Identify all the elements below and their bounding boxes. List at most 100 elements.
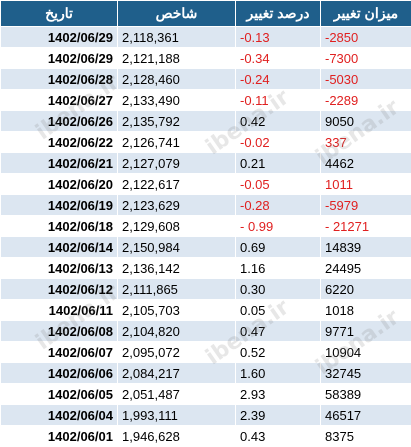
percent-change-cell: -0.02 bbox=[236, 132, 321, 153]
header-row: تاریخ شاخص درصد تغییر میزان تغییر bbox=[1, 1, 411, 27]
date-cell: 1402/06/08 bbox=[1, 321, 118, 342]
percent-change-cell: 0.30 bbox=[236, 279, 321, 300]
date-cell: 1402/06/19 bbox=[1, 195, 118, 216]
change-amount-cell: 6220 bbox=[321, 279, 411, 300]
date-cell: 1402/06/04 bbox=[1, 405, 118, 426]
index-cell: 2,133,490 bbox=[118, 90, 236, 111]
date-cell: 1402/06/26 bbox=[1, 111, 118, 132]
date-cell: 1402/06/06 bbox=[1, 363, 118, 384]
index-cell: 2,135,792 bbox=[118, 111, 236, 132]
index-cell: 2,111,865 bbox=[118, 279, 236, 300]
change-amount-cell: 1011 bbox=[321, 174, 411, 195]
date-cell: 1402/06/22 bbox=[1, 132, 118, 153]
percent-change-cell: 0.47 bbox=[236, 321, 321, 342]
percent-change-cell: 0.43 bbox=[236, 426, 321, 447]
header-change-amount: میزان تغییر bbox=[321, 1, 411, 27]
change-amount-cell: -5030 bbox=[321, 69, 411, 90]
index-cell: 2,150,984 bbox=[118, 237, 236, 258]
index-cell: 2,051,487 bbox=[118, 384, 236, 405]
date-cell: 1402/06/29 bbox=[1, 27, 118, 48]
index-cell: 2,118,361 bbox=[118, 27, 236, 48]
percent-change-cell: -0.28 bbox=[236, 195, 321, 216]
date-cell: 1402/06/20 bbox=[1, 174, 118, 195]
change-amount-cell: 10904 bbox=[321, 342, 411, 363]
percent-change-cell: - 0.99 bbox=[236, 216, 321, 237]
percent-change-cell: 0.21 bbox=[236, 153, 321, 174]
date-cell: 1402/06/01 bbox=[1, 426, 118, 447]
index-cell: 2,122,617 bbox=[118, 174, 236, 195]
index-cell: 2,136,142 bbox=[118, 258, 236, 279]
change-amount-cell: 58389 bbox=[321, 384, 411, 405]
index-cell: 1,993,111 bbox=[118, 405, 236, 426]
percent-change-cell: -0.13 bbox=[236, 27, 321, 48]
percent-change-cell: 2.93 bbox=[236, 384, 321, 405]
change-amount-cell: 9050 bbox=[321, 111, 411, 132]
date-cell: 1402/06/21 bbox=[1, 153, 118, 174]
date-cell: 1402/06/29 bbox=[1, 48, 118, 69]
header-percent-change: درصد تغییر bbox=[236, 1, 321, 27]
change-amount-cell: 337 bbox=[321, 132, 411, 153]
change-amount-cell: 32745 bbox=[321, 363, 411, 384]
percent-change-cell: 0.69 bbox=[236, 237, 321, 258]
date-cell: 1402/06/27 bbox=[1, 90, 118, 111]
index-cell: 2,127,079 bbox=[118, 153, 236, 174]
date-cell: 1402/06/11 bbox=[1, 300, 118, 321]
percent-change-cell: -0.05 bbox=[236, 174, 321, 195]
change-amount-cell: 8375 bbox=[321, 426, 411, 447]
change-amount-cell: 24495 bbox=[321, 258, 411, 279]
date-cell: 1402/06/07 bbox=[1, 342, 118, 363]
change-amount-cell: 9771 bbox=[321, 321, 411, 342]
date-cell: 1402/06/28 bbox=[1, 69, 118, 90]
index-cell: 2,095,072 bbox=[118, 342, 236, 363]
percent-change-cell: -0.24 bbox=[236, 69, 321, 90]
percent-change-cell: 0.42 bbox=[236, 111, 321, 132]
change-amount-cell: 1018 bbox=[321, 300, 411, 321]
index-cell: 2,121,188 bbox=[118, 48, 236, 69]
change-amount-cell: -5979 bbox=[321, 195, 411, 216]
percent-change-cell: 2.39 bbox=[236, 405, 321, 426]
change-amount-cell: -7300 bbox=[321, 48, 411, 69]
index-cell: 2,129,608 bbox=[118, 216, 236, 237]
header-index: شاخص bbox=[118, 1, 236, 27]
percent-change-cell: 1.16 bbox=[236, 258, 321, 279]
index-cell: 1,946,628 bbox=[118, 426, 236, 447]
change-amount-cell: - 21271 bbox=[321, 216, 411, 237]
header-date: تاریخ bbox=[1, 1, 118, 27]
percent-change-cell: -0.34 bbox=[236, 48, 321, 69]
percent-change-cell: 1.60 bbox=[236, 363, 321, 384]
change-amount-cell: 14839 bbox=[321, 237, 411, 258]
date-cell: 1402/06/12 bbox=[1, 279, 118, 300]
percent-change-cell: 0.52 bbox=[236, 342, 321, 363]
percent-change-cell: -0.11 bbox=[236, 90, 321, 111]
index-cell: 2,105,703 bbox=[118, 300, 236, 321]
index-cell: 2,128,460 bbox=[118, 69, 236, 90]
index-cell: 2,126,741 bbox=[118, 132, 236, 153]
change-amount-cell: -2850 bbox=[321, 27, 411, 48]
change-amount-cell: 46517 bbox=[321, 405, 411, 426]
index-cell: 2,123,629 bbox=[118, 195, 236, 216]
date-cell: 1402/06/05 bbox=[1, 384, 118, 405]
date-cell: 1402/06/18 bbox=[1, 216, 118, 237]
